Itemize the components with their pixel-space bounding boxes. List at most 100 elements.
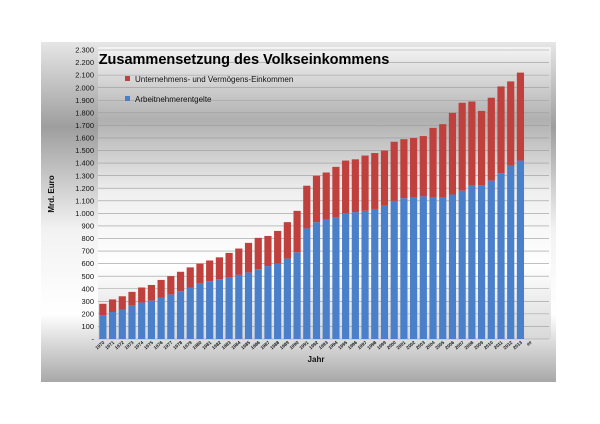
legend-label-wages: Arbeitnehmerentgelte bbox=[135, 95, 212, 104]
y-tick-label: 2.300 bbox=[75, 46, 94, 55]
bar-wages-1997 bbox=[361, 210, 369, 339]
x-tick-label: 2012 bbox=[502, 340, 513, 351]
bar-capital-2005 bbox=[439, 124, 447, 198]
x-tick-label: 1986 bbox=[250, 340, 261, 351]
bar-capital-1995 bbox=[342, 160, 350, 214]
x-tick-label: 2011 bbox=[493, 340, 504, 351]
x-tick-label: 2002 bbox=[405, 340, 416, 351]
bar-capital-2007 bbox=[458, 102, 466, 191]
y-axis-title: Mrd. Euro bbox=[47, 175, 56, 212]
y-tick-label: 700 bbox=[81, 247, 94, 256]
bar-wages-1972 bbox=[118, 309, 126, 339]
bar-capital-1998 bbox=[371, 153, 379, 209]
x-tick-label: 2009 bbox=[473, 340, 484, 351]
y-tick-label: 100 bbox=[81, 322, 94, 331]
bar-capital-1990 bbox=[293, 210, 301, 253]
bar-wages-2013 bbox=[516, 160, 525, 339]
bar-wages-1998 bbox=[371, 208, 379, 339]
bar-capital-1980 bbox=[196, 263, 204, 284]
bar-wages-2009 bbox=[477, 185, 486, 339]
x-tick-label: 1993 bbox=[318, 340, 329, 351]
bar-capital-1996 bbox=[351, 159, 359, 213]
x-tick-label: 2010 bbox=[483, 340, 494, 351]
bar-wages-2004 bbox=[429, 197, 437, 339]
bar-capital-1970 bbox=[99, 303, 107, 316]
bar-capital-1977 bbox=[167, 276, 175, 295]
y-tick-label: 300 bbox=[81, 297, 94, 306]
bar-wages-2005 bbox=[439, 197, 447, 339]
bar-wages-1989 bbox=[283, 258, 291, 339]
bar-wages-1985 bbox=[244, 272, 253, 339]
x-axis-title: Jahr bbox=[308, 355, 325, 364]
x-tick-label: 1996 bbox=[347, 340, 358, 351]
legend: Unternehmens- und Vermögens-Einkommen Ar… bbox=[125, 75, 293, 104]
bar-wages-2006 bbox=[448, 194, 457, 339]
bar-capital-1985 bbox=[244, 242, 253, 273]
x-tick-label: 2008 bbox=[463, 340, 474, 351]
bar-capital-2013 bbox=[516, 72, 525, 161]
bar-capital-1989 bbox=[283, 222, 291, 259]
y-tick-label: 2.100 bbox=[75, 71, 94, 80]
y-tick-label: 1.500 bbox=[75, 146, 94, 155]
bar-capital-1991 bbox=[303, 185, 311, 229]
bar-capital-1994 bbox=[332, 166, 340, 218]
legend-swatch-capital bbox=[125, 76, 130, 81]
x-tick-label: 2013 bbox=[512, 340, 523, 351]
x-tick-label: 1973 bbox=[124, 340, 135, 351]
bar-series bbox=[99, 72, 525, 339]
y-tick-label: 1.400 bbox=[75, 159, 94, 168]
y-tick-label: 1.700 bbox=[75, 121, 94, 130]
x-tick-label: 2006 bbox=[444, 340, 455, 351]
chart-frame: - 100 200 300 400 500 600 700 800 900 1.000 1.100 1.… bbox=[41, 42, 556, 382]
bar-capital-2012 bbox=[507, 81, 515, 166]
x-tick-label: 2003 bbox=[415, 340, 426, 351]
bar-wages-1988 bbox=[274, 263, 282, 339]
bar-wages-2010 bbox=[487, 180, 495, 339]
bar-capital-1997 bbox=[361, 155, 369, 211]
bar-capital-1986 bbox=[254, 237, 262, 270]
bar-capital-1988 bbox=[274, 230, 282, 264]
x-tick-label: 1995 bbox=[337, 340, 348, 351]
bar-capital-1974 bbox=[138, 287, 146, 303]
y-tick-label: 200 bbox=[81, 309, 94, 318]
bar-capital-2006 bbox=[448, 112, 457, 195]
bar-wages-1995 bbox=[342, 213, 350, 339]
y-tick-label: 2.000 bbox=[75, 83, 94, 92]
bar-capital-1993 bbox=[322, 172, 330, 220]
bar-wages-1999 bbox=[380, 205, 389, 339]
bar-capital-1984 bbox=[235, 248, 243, 275]
y-axis-ticks: - 100 200 300 400 500 600 700 800 900 1.000 1.100 1.… bbox=[75, 46, 94, 344]
bar-wages-1971 bbox=[108, 311, 117, 339]
bar-wages-1994 bbox=[332, 217, 340, 339]
bar-wages-1975 bbox=[147, 300, 156, 339]
bar-capital-2008 bbox=[468, 101, 476, 186]
y-tick-label: 1.600 bbox=[75, 134, 94, 143]
x-tick-label: 1981 bbox=[201, 340, 212, 351]
y-tick-label: 1.100 bbox=[75, 196, 94, 205]
bar-wages-1986 bbox=[254, 269, 262, 339]
bar-capital-1999 bbox=[380, 150, 389, 206]
bar-capital-1975 bbox=[147, 284, 156, 301]
x-tick-label: 1990 bbox=[289, 340, 300, 351]
x-tick-label: 2004 bbox=[425, 340, 436, 351]
bar-wages-1990 bbox=[293, 252, 301, 339]
bar-wages-1982 bbox=[215, 279, 223, 339]
y-tick-label: 1.200 bbox=[75, 184, 94, 193]
x-tick-label: 1977 bbox=[162, 340, 173, 351]
x-tick-label: 1992 bbox=[308, 340, 319, 351]
x-tick-label: 1998 bbox=[366, 340, 377, 351]
bar-wages-2003 bbox=[419, 196, 427, 339]
x-tick-label: 1991 bbox=[298, 340, 309, 351]
bar-capital-2001 bbox=[400, 139, 408, 199]
y-tick-label: 2.200 bbox=[75, 58, 94, 67]
x-tick-label: 1976 bbox=[153, 340, 164, 351]
x-tick-label: 1974 bbox=[133, 340, 144, 351]
legend-swatch-wages bbox=[125, 96, 130, 101]
x-tick-label: 1999 bbox=[376, 340, 387, 351]
bar-wages-2008 bbox=[468, 185, 476, 339]
bar-wages-1987 bbox=[264, 266, 272, 339]
y-tick-label: 600 bbox=[81, 259, 94, 268]
bar-capital-2010 bbox=[487, 97, 495, 181]
x-tick-label: 1984 bbox=[230, 340, 241, 351]
bar-wages-2011 bbox=[497, 173, 505, 339]
